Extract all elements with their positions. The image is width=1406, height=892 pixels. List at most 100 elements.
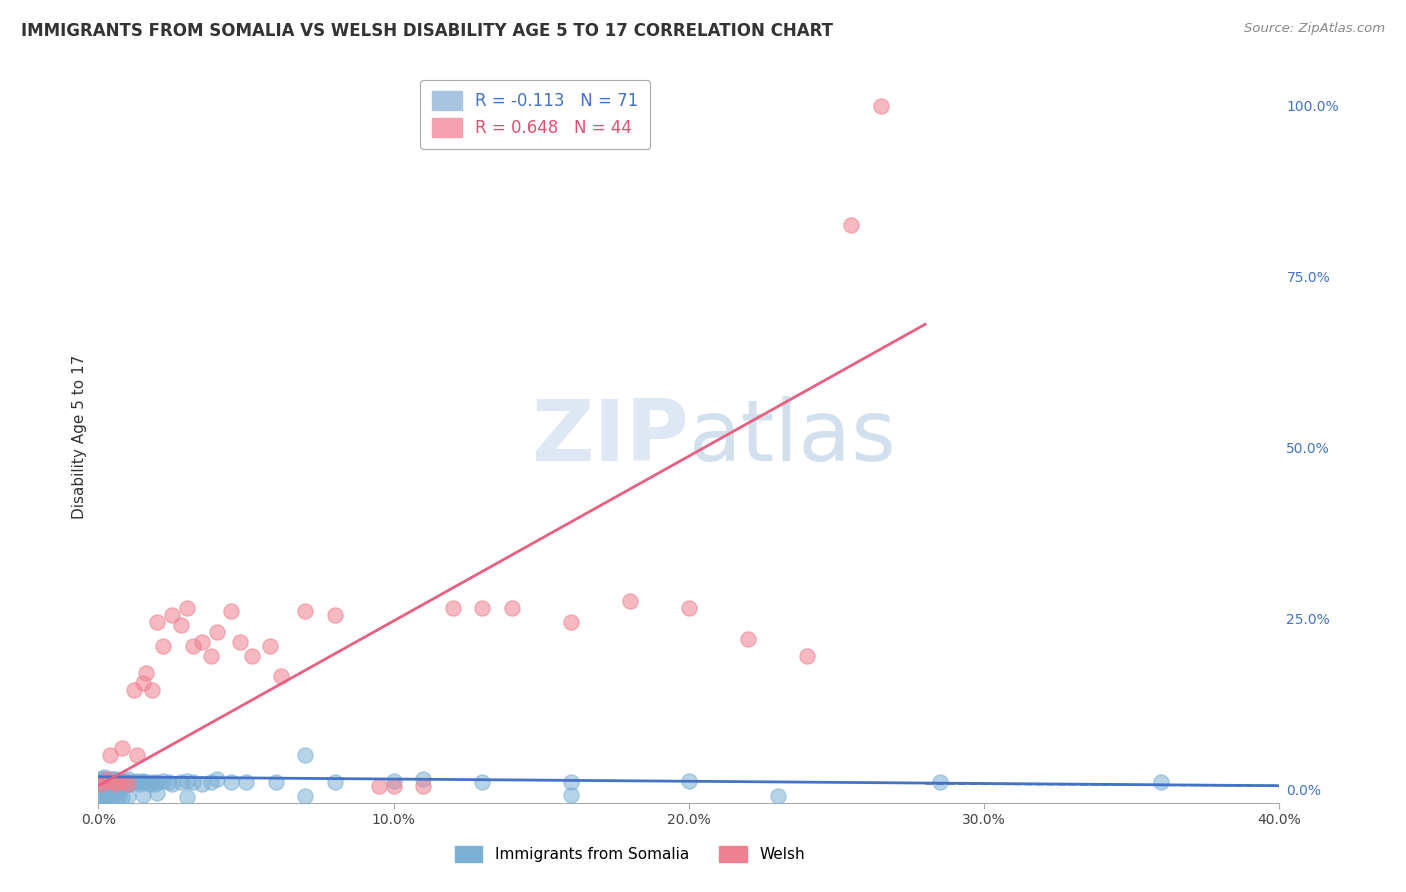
Point bbox=[105, 777, 128, 791]
Point bbox=[105, 773, 128, 788]
Point bbox=[200, 648, 222, 663]
Point bbox=[108, 777, 131, 791]
Point bbox=[117, 777, 139, 791]
Point bbox=[90, 777, 112, 791]
Point bbox=[471, 775, 494, 789]
Point bbox=[96, 788, 118, 802]
Point bbox=[105, 775, 128, 789]
Point bbox=[1150, 775, 1173, 789]
Point bbox=[117, 777, 139, 791]
Point bbox=[181, 775, 204, 789]
Point bbox=[108, 788, 131, 802]
Point bbox=[98, 777, 121, 791]
Point bbox=[441, 601, 464, 615]
Point bbox=[796, 648, 818, 663]
Point bbox=[98, 775, 121, 789]
Point bbox=[766, 789, 789, 803]
Point bbox=[678, 773, 700, 788]
Point bbox=[98, 773, 121, 788]
Point bbox=[122, 775, 145, 789]
Point bbox=[105, 772, 128, 786]
Point bbox=[111, 777, 134, 791]
Point bbox=[96, 772, 118, 786]
Point bbox=[108, 775, 131, 789]
Point bbox=[157, 775, 180, 789]
Y-axis label: Disability Age 5 to 17: Disability Age 5 to 17 bbox=[72, 355, 87, 519]
Point bbox=[928, 775, 950, 789]
Point bbox=[90, 779, 112, 793]
Point bbox=[146, 775, 169, 789]
Point bbox=[93, 770, 115, 784]
Point bbox=[382, 773, 405, 788]
Point bbox=[120, 777, 142, 791]
Point bbox=[869, 98, 891, 112]
Point bbox=[93, 775, 115, 789]
Point bbox=[117, 775, 139, 789]
Point bbox=[205, 772, 228, 786]
Point bbox=[294, 747, 316, 762]
Text: ZIP: ZIP bbox=[531, 395, 689, 479]
Point bbox=[96, 773, 118, 788]
Point bbox=[412, 779, 434, 793]
Point bbox=[200, 775, 222, 789]
Legend: Immigrants from Somalia, Welsh: Immigrants from Somalia, Welsh bbox=[449, 839, 811, 868]
Point bbox=[105, 789, 128, 803]
Point bbox=[146, 615, 169, 629]
Point bbox=[108, 773, 131, 788]
Point bbox=[141, 775, 163, 789]
Point bbox=[560, 775, 582, 789]
Point bbox=[176, 601, 198, 615]
Point bbox=[103, 775, 125, 789]
Point bbox=[103, 772, 125, 786]
Point bbox=[181, 639, 204, 653]
Point bbox=[471, 601, 494, 615]
Point bbox=[162, 777, 183, 791]
Point bbox=[105, 777, 128, 791]
Point bbox=[93, 775, 115, 789]
Point bbox=[111, 790, 134, 805]
Point bbox=[90, 772, 112, 786]
Point bbox=[132, 775, 155, 789]
Point bbox=[176, 790, 198, 805]
Point bbox=[229, 635, 252, 649]
Point bbox=[132, 676, 155, 690]
Point bbox=[138, 777, 160, 791]
Point bbox=[96, 777, 118, 791]
Point bbox=[368, 779, 391, 793]
Point bbox=[114, 775, 136, 789]
Point bbox=[125, 773, 148, 788]
Point bbox=[135, 665, 157, 680]
Text: Source: ZipAtlas.com: Source: ZipAtlas.com bbox=[1244, 22, 1385, 36]
Point bbox=[96, 779, 118, 793]
Point bbox=[125, 747, 148, 762]
Point bbox=[90, 775, 112, 789]
Point bbox=[114, 775, 136, 789]
Point bbox=[235, 775, 257, 789]
Point bbox=[141, 683, 163, 698]
Point bbox=[264, 775, 287, 789]
Point bbox=[191, 635, 214, 649]
Point bbox=[122, 683, 145, 698]
Point bbox=[98, 788, 121, 802]
Point bbox=[111, 741, 134, 756]
Point bbox=[117, 789, 139, 803]
Point bbox=[103, 777, 125, 791]
Text: IMMIGRANTS FROM SOMALIA VS WELSH DISABILITY AGE 5 TO 17 CORRELATION CHART: IMMIGRANTS FROM SOMALIA VS WELSH DISABIL… bbox=[21, 22, 834, 40]
Point bbox=[111, 775, 134, 789]
Point bbox=[162, 607, 183, 622]
Point bbox=[678, 601, 700, 615]
Point bbox=[323, 607, 346, 622]
Point bbox=[103, 773, 125, 788]
Point bbox=[98, 772, 121, 786]
Text: atlas: atlas bbox=[689, 395, 897, 479]
Point bbox=[619, 594, 641, 608]
Point bbox=[96, 789, 118, 803]
Point bbox=[412, 772, 434, 786]
Point bbox=[128, 777, 150, 791]
Point bbox=[382, 779, 405, 793]
Point bbox=[294, 604, 316, 618]
Point bbox=[90, 788, 112, 802]
Point bbox=[90, 777, 112, 791]
Point bbox=[270, 669, 292, 683]
Point bbox=[108, 773, 131, 788]
